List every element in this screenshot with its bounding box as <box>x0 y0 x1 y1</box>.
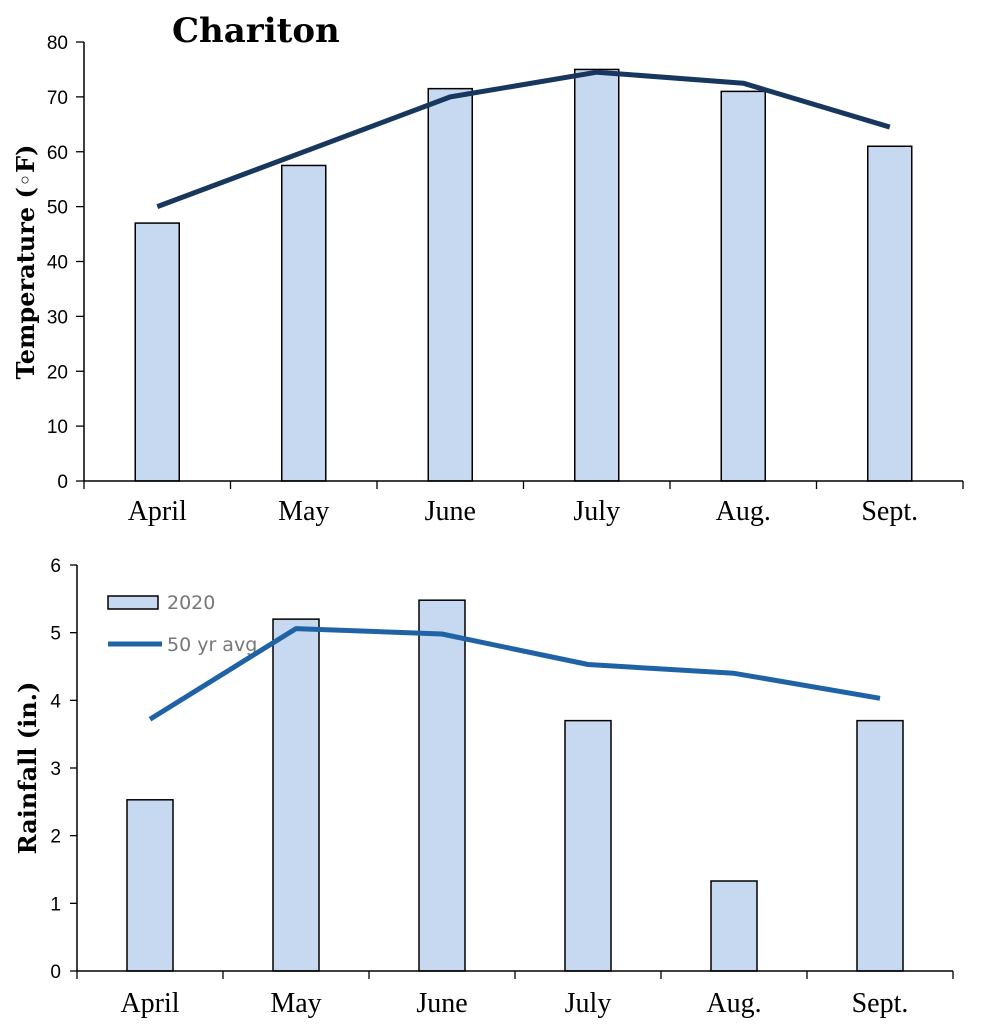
y-tick-label: 4 <box>50 691 61 712</box>
y-tick-label: 40 <box>47 253 68 274</box>
x-tick-label: Sept. <box>852 988 909 1019</box>
y-tick-label: 70 <box>47 88 68 109</box>
y-tick-label: 6 <box>50 556 61 577</box>
bar <box>720 90 766 482</box>
bar <box>126 799 174 972</box>
bar <box>856 719 904 972</box>
legend-bar-swatch <box>107 595 159 610</box>
temperature-chart: Chariton Temperature (◦F) 0 10 20 30 40 50 60 7… <box>11 11 964 527</box>
x-tick-label: Sept. <box>861 496 918 527</box>
y-tick-label: 30 <box>47 307 68 328</box>
x-tick-label: Aug. <box>716 496 771 527</box>
x-tick-label: Aug. <box>706 988 761 1019</box>
y-tick-label: 20 <box>47 362 68 383</box>
bar <box>867 145 913 482</box>
bar <box>418 599 466 972</box>
bar <box>134 222 180 482</box>
y-tick-label: 5 <box>50 624 61 645</box>
y-tick-label: 1 <box>50 894 61 915</box>
chart-title: Chariton <box>172 11 340 51</box>
x-tick-label: July <box>573 496 620 527</box>
y-tick-label: 50 <box>47 198 68 219</box>
x-tick-label: April <box>120 988 179 1019</box>
y-tick-label: 2 <box>50 827 61 848</box>
x-tick-label: May <box>270 988 321 1019</box>
series-line <box>148 626 881 722</box>
x-tick-label: June <box>425 496 476 527</box>
legend-label-2020: 2020 <box>167 592 215 614</box>
bar <box>281 164 327 482</box>
rainfall-chart: Rainfall (in.) 2020 50 yr avg. 0 1 2 3 4 5 6 Ap… <box>13 556 954 1019</box>
x-tick-label: June <box>416 988 467 1019</box>
x-tick-label: April <box>128 496 187 527</box>
y-tick-label: 0 <box>57 472 68 493</box>
y-tick-label: 80 <box>47 33 68 54</box>
temperature-axis-title: Temperature (◦F) <box>11 145 40 380</box>
rainfall-axis-title: Rainfall (in.) <box>13 682 42 855</box>
series-line <box>156 69 891 209</box>
y-tick-label: 3 <box>50 759 61 780</box>
y-tick-label: 0 <box>50 962 61 983</box>
bar <box>710 880 758 972</box>
y-tick-label: 60 <box>47 143 68 164</box>
x-tick-label: May <box>278 496 329 527</box>
bar <box>564 719 612 972</box>
bar <box>427 87 473 482</box>
y-tick-label: 10 <box>47 417 68 438</box>
bar <box>272 618 320 972</box>
rainfall-legend: 2020 50 yr avg. <box>107 592 263 656</box>
bar <box>574 68 620 482</box>
x-tick-label: July <box>565 988 612 1019</box>
legend-label-50yr-avg: 50 yr avg. <box>167 634 263 656</box>
